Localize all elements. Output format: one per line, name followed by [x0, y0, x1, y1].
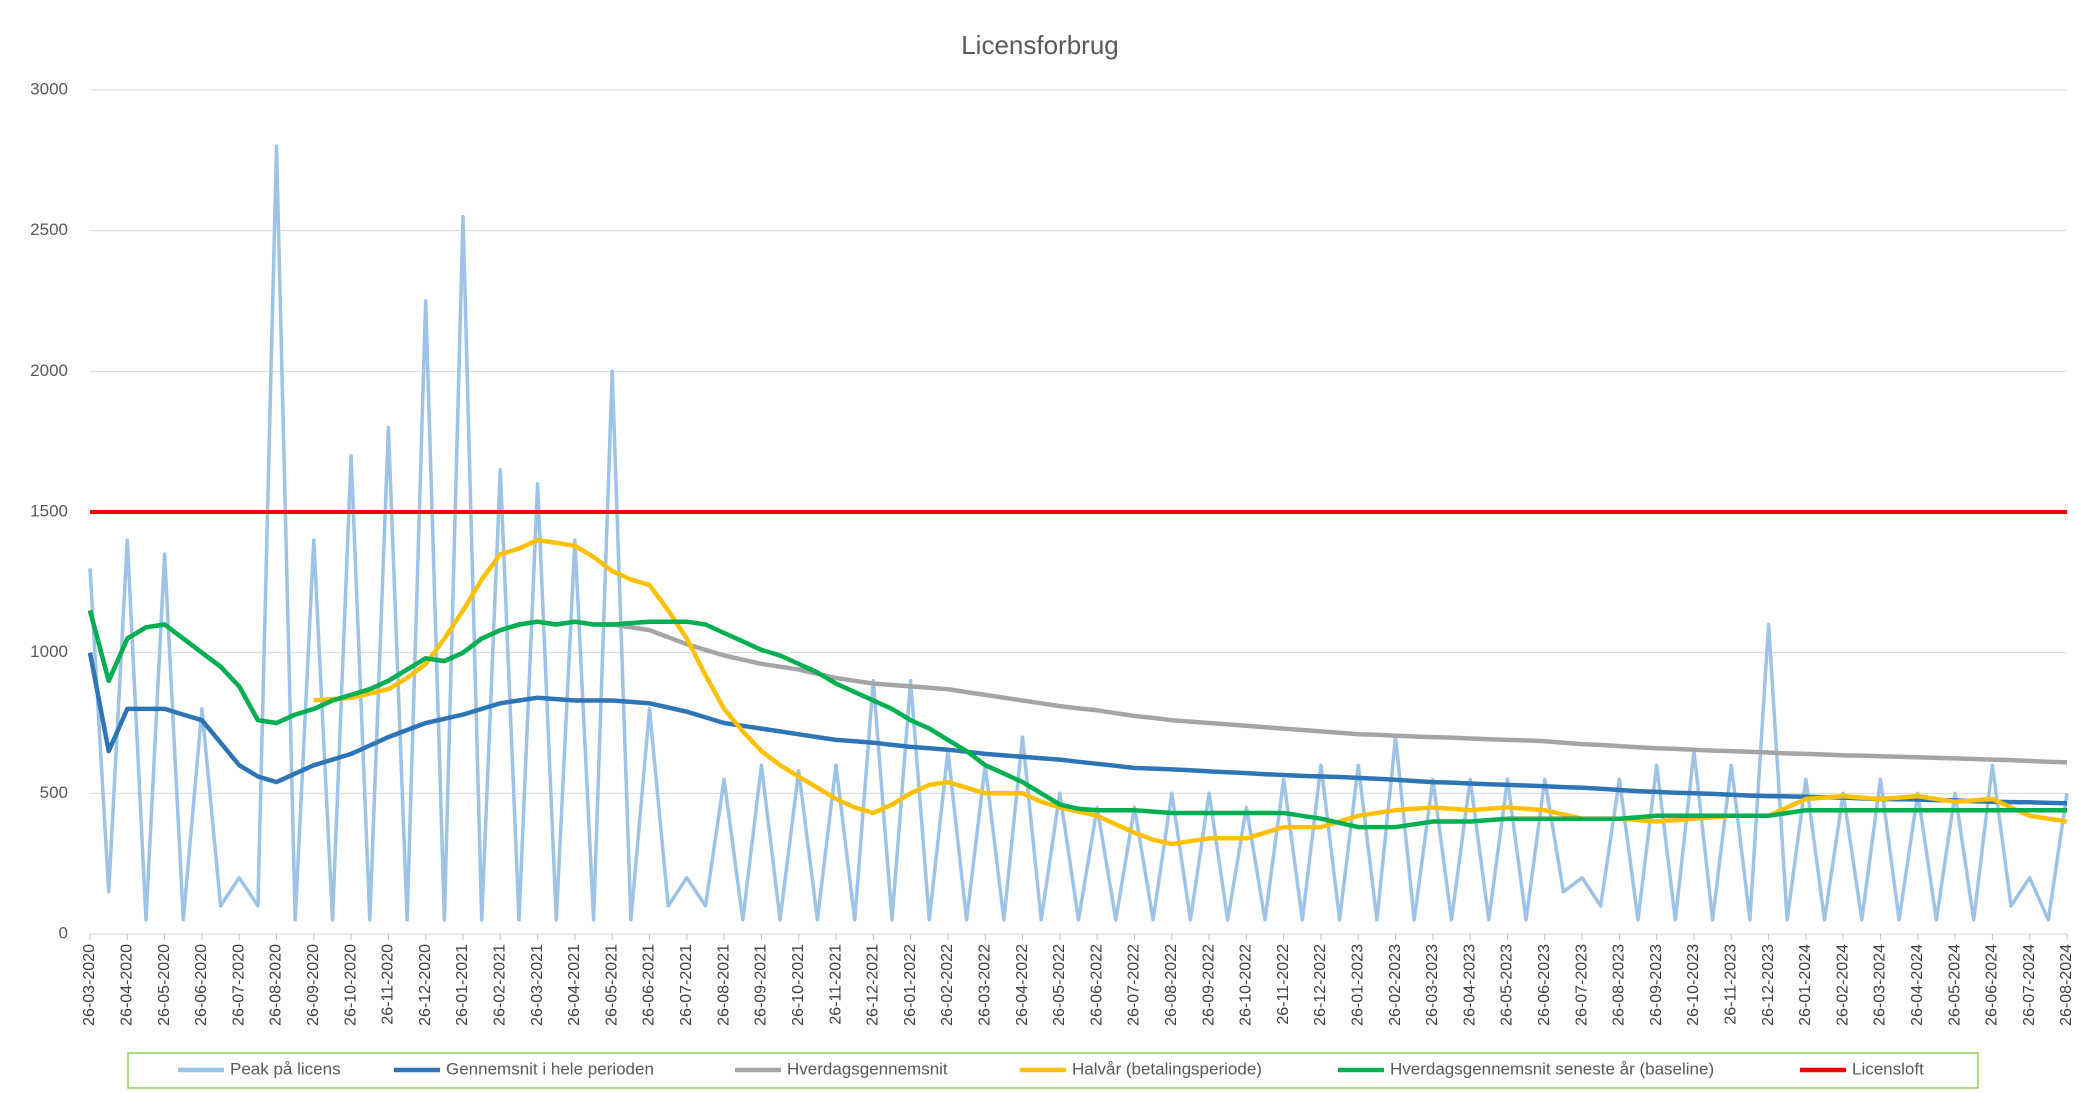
x-tick-label: 26-02-2022 — [939, 944, 956, 1026]
legend-label: Gennemsnit i hele perioden — [446, 1059, 654, 1078]
x-tick-label: 26-08-2021 — [715, 944, 732, 1026]
x-tick-label: 26-08-2022 — [1163, 944, 1180, 1026]
series-line — [87, 609, 2067, 830]
y-tick-label: 1500 — [30, 501, 68, 520]
x-tick-label: 26-11-2021 — [827, 944, 844, 1025]
x-tick-label: 26-10-2023 — [1685, 944, 1702, 1026]
y-tick-label: 1000 — [30, 642, 68, 661]
x-tick-label: 26-02-2021 — [492, 944, 509, 1026]
y-tick-label: 500 — [40, 783, 68, 802]
x-tick-label: 26-12-2023 — [1760, 944, 1777, 1026]
x-tick-label: 26-01-2023 — [1349, 944, 1366, 1026]
x-tick-label: 26-06-2023 — [1536, 944, 1553, 1026]
x-tick-label: 26-06-2020 — [193, 944, 210, 1026]
x-tick-label: 26-05-2021 — [603, 944, 620, 1026]
x-tick-label: 26-07-2023 — [1573, 944, 1590, 1026]
x-tick-label: 26-10-2020 — [342, 944, 359, 1026]
x-tick-label: 26-03-2023 — [1424, 944, 1441, 1026]
x-tick-label: 26-09-2023 — [1648, 944, 1665, 1026]
x-tick-label: 26-08-2023 — [1611, 944, 1628, 1026]
y-tick-label: 0 — [59, 923, 68, 942]
legend-box — [127, 1052, 1979, 1089]
legend-label: Hverdagsgennemsnit — [787, 1059, 948, 1078]
x-tick-label: 26-01-2022 — [902, 944, 919, 1026]
x-tick-label: 26-04-2022 — [1014, 944, 1031, 1026]
x-tick-label: 26-11-2023 — [1723, 944, 1740, 1025]
legend-label: Hverdagsgennemsnit seneste år (baseline) — [1390, 1059, 1714, 1078]
x-tick-label: 26-02-2023 — [1387, 944, 1404, 1026]
x-tick-label: 26-04-2021 — [566, 944, 583, 1026]
y-tick-label: 2000 — [30, 361, 68, 380]
x-tick-label: 26-02-2024 — [1834, 944, 1851, 1026]
x-tick-label: 26-07-2020 — [230, 944, 247, 1026]
x-tick-label: 26-03-2024 — [1872, 944, 1889, 1026]
x-tick-label: 26-09-2021 — [753, 944, 770, 1026]
x-tick-label: 26-01-2024 — [1797, 944, 1814, 1026]
x-tick-label: 26-05-2024 — [1946, 944, 1963, 1026]
x-tick-label: 26-10-2022 — [1238, 944, 1255, 1026]
chart-title: Licensforbrug — [961, 30, 1119, 60]
x-tick-label: 26-05-2020 — [156, 944, 173, 1026]
x-tick-label: 26-01-2021 — [454, 944, 471, 1026]
legend-label: Peak på licens — [230, 1059, 341, 1078]
x-tick-label: 26-04-2020 — [119, 944, 136, 1026]
y-tick-label: 2500 — [30, 220, 68, 239]
x-tick-label: 26-07-2024 — [2021, 944, 2038, 1026]
x-tick-label: 26-08-2020 — [268, 944, 285, 1026]
x-tick-label: 26-07-2021 — [678, 944, 695, 1026]
legend-label: Licensloft — [1852, 1059, 1924, 1078]
x-tick-label: 26-06-2022 — [1088, 944, 1105, 1026]
x-tick-label: 26-03-2021 — [529, 944, 546, 1026]
x-tick-label: 26-12-2020 — [417, 944, 434, 1026]
x-tick-label: 26-11-2020 — [380, 944, 397, 1025]
series-line — [87, 652, 2068, 806]
x-tick-label: 26-03-2020 — [81, 944, 98, 1026]
x-tick-label: 26-07-2022 — [1126, 944, 1143, 1026]
x-tick-label: 26-09-2020 — [305, 944, 322, 1026]
x-tick-label: 26-06-2024 — [1984, 944, 2001, 1026]
y-tick-label: 3000 — [30, 79, 68, 98]
x-tick-label: 26-03-2022 — [976, 944, 993, 1026]
x-tick-label: 26-06-2021 — [641, 944, 658, 1026]
x-tick-label: 26-04-2024 — [1909, 944, 1926, 1026]
x-tick-label: 26-11-2022 — [1275, 944, 1292, 1025]
x-tick-label: 26-09-2022 — [1200, 944, 1217, 1026]
x-tick-label: 26-05-2023 — [1499, 944, 1516, 1026]
x-tick-label: 26-12-2022 — [1312, 944, 1329, 1026]
x-tick-label: 26-08-2024 — [2058, 944, 2075, 1026]
x-tick-label: 26-05-2022 — [1051, 944, 1068, 1026]
x-tick-label: 26-10-2021 — [790, 944, 807, 1026]
x-tick-label: 26-04-2023 — [1461, 944, 1478, 1026]
legend-label: Halvår (betalingsperiode) — [1072, 1059, 1262, 1078]
x-tick-label: 26-12-2021 — [865, 944, 882, 1026]
